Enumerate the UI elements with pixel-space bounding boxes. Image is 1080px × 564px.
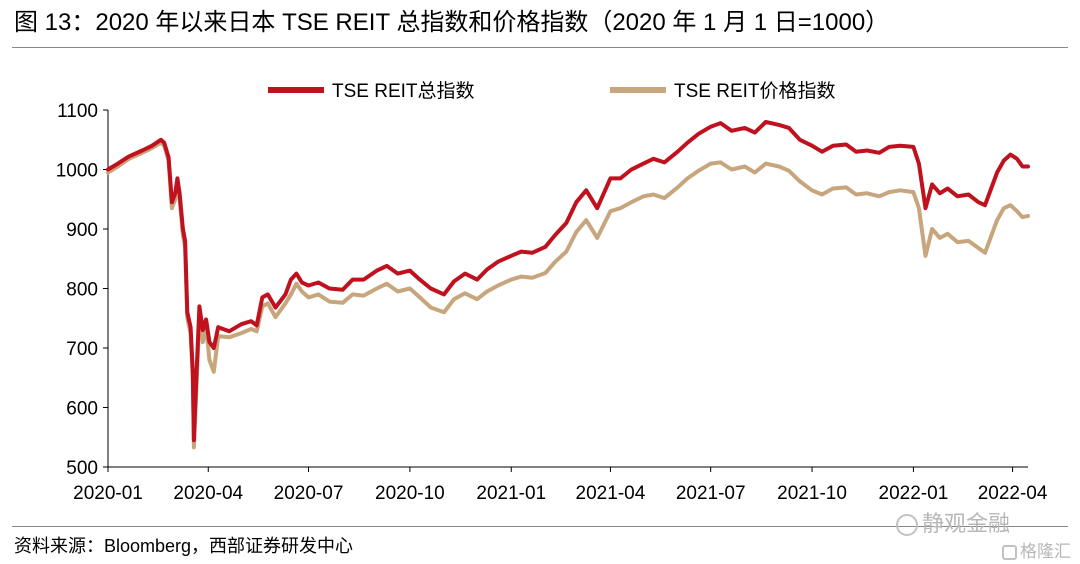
source-note: 资料来源：Bloomberg，西部证券研发中心 bbox=[14, 536, 354, 556]
x-tick-label: 2020-04 bbox=[173, 483, 243, 504]
wechat-icon bbox=[896, 514, 918, 537]
y-tick-label: 1100 bbox=[57, 101, 98, 122]
legend: TSE REIT总指数 TSE REIT价格指数 bbox=[268, 80, 836, 102]
y-tick-label: 900 bbox=[66, 220, 98, 241]
watermark-secondary-text: 格隆汇 bbox=[1020, 542, 1071, 561]
watermark-primary: 静观金融 bbox=[896, 506, 1010, 538]
x-tick-label: 2022-04 bbox=[978, 483, 1048, 504]
title-divider bbox=[12, 47, 1068, 48]
x-tick-label: 2021-04 bbox=[576, 483, 646, 504]
y-tick-label: 600 bbox=[66, 399, 98, 420]
series-layer bbox=[106, 119, 1030, 450]
x-tick-label: 2020-10 bbox=[375, 483, 445, 504]
x-tick-label: 2021-10 bbox=[777, 483, 847, 504]
x-tick-label: 2022-01 bbox=[879, 483, 949, 504]
series-line-1 bbox=[106, 140, 1030, 450]
series-line-0 bbox=[106, 119, 1030, 443]
legend-label-1: TSE REIT价格指数 bbox=[674, 80, 836, 102]
x-tick-label: 2020-01 bbox=[73, 483, 143, 504]
y-axis: 500 600 700 800 900 1000 1100 bbox=[56, 101, 109, 479]
x-tick-label: 2021-07 bbox=[676, 483, 746, 504]
y-tick-label: 1000 bbox=[56, 161, 98, 182]
source-divider bbox=[12, 526, 1068, 527]
x-axis: 2020-01 2020-04 2020-07 2020-10 2021-01 2021-… bbox=[73, 466, 1048, 504]
chart-title: 图 13：2020 年以来日本 TSE REIT 总指数和价格指数（2020 年… bbox=[14, 9, 890, 36]
watermark-secondary: 格隆汇 bbox=[1002, 537, 1071, 562]
logo-icon bbox=[1002, 545, 1017, 561]
y-tick-label: 800 bbox=[66, 280, 98, 301]
y-tick-label: 700 bbox=[66, 339, 98, 360]
x-tick-label: 2021-01 bbox=[476, 483, 546, 504]
watermark-primary-text: 静观金融 bbox=[922, 511, 1011, 536]
y-tick-label: 500 bbox=[66, 458, 98, 479]
x-tick-label: 2020-07 bbox=[274, 483, 344, 504]
legend-label-0: TSE REIT总指数 bbox=[332, 80, 475, 102]
